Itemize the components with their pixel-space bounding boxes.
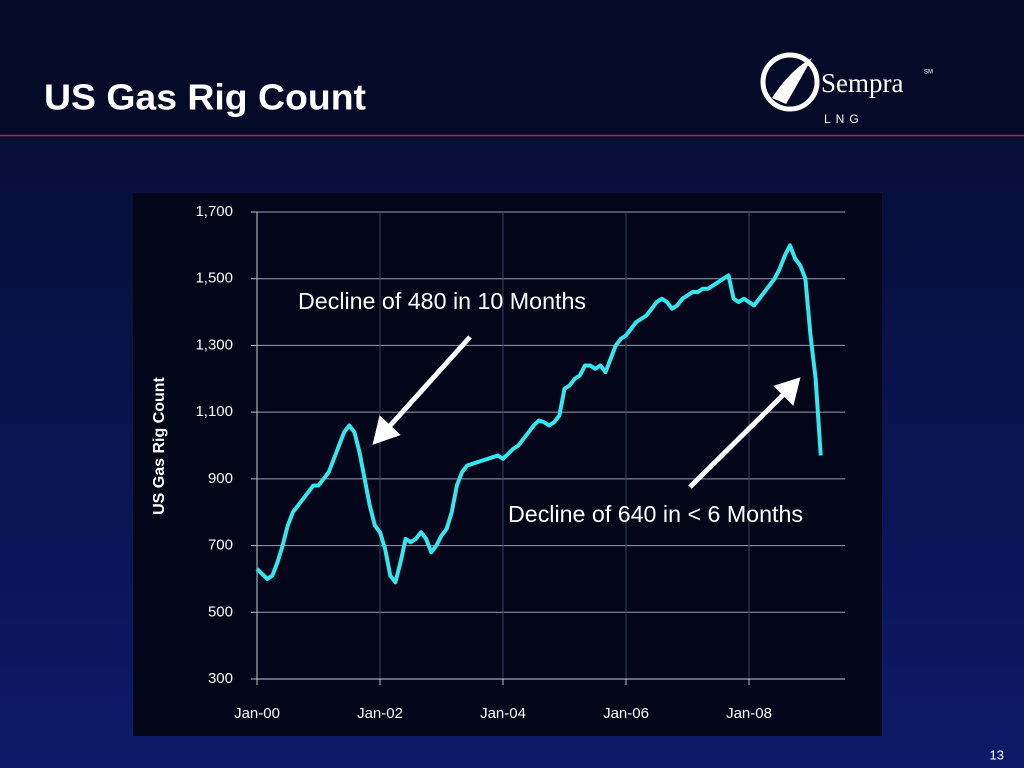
y-tick-label: 300 xyxy=(208,670,233,687)
data-line xyxy=(255,243,823,585)
y-tick-label: 1,700 xyxy=(195,203,233,220)
logo-figure xyxy=(772,58,812,104)
chart-panel xyxy=(133,193,882,736)
logo-mark: SM xyxy=(924,70,933,76)
page-number: 13 xyxy=(990,747,1004,762)
y-tick-label: 1,100 xyxy=(195,403,233,420)
logo-ring xyxy=(760,52,820,112)
y-tick-label: 500 xyxy=(208,603,233,620)
x-tick-label: Jan-06 xyxy=(603,705,649,722)
logo-name: Sempra xyxy=(821,68,903,98)
x-tick-label: Jan-04 xyxy=(480,705,526,722)
y-tick-label: 900 xyxy=(208,470,233,487)
x-tick-label: Jan-02 xyxy=(357,705,403,722)
y-axis-label: US Gas Rig Count xyxy=(151,376,168,514)
arrow-head xyxy=(372,415,401,445)
arrow xyxy=(386,335,472,430)
slide-title: US Gas Rig Count xyxy=(44,77,366,118)
header-band xyxy=(0,0,1024,135)
arrow xyxy=(688,391,787,489)
y-tick-label: 700 xyxy=(208,537,233,554)
annotation: Decline of 640 in < 6 Months xyxy=(508,501,803,527)
x-tick-label: Jan-00 xyxy=(234,705,280,722)
logo: Sempra SM LNG xyxy=(760,52,933,126)
logo-sub: LNG xyxy=(824,112,864,126)
y-tick-label: 1,500 xyxy=(195,270,233,287)
plot: 300 500 700 900 1,100 1,300 1,500 1,700 Jan-00 Ja… xyxy=(195,203,845,722)
arrow-head xyxy=(773,377,801,406)
x-tick-label: Jan-08 xyxy=(726,705,772,722)
arrows xyxy=(372,335,801,489)
annotation: Decline of 480 in 10 Months xyxy=(298,288,586,314)
y-tick-label: 1,300 xyxy=(195,336,233,353)
